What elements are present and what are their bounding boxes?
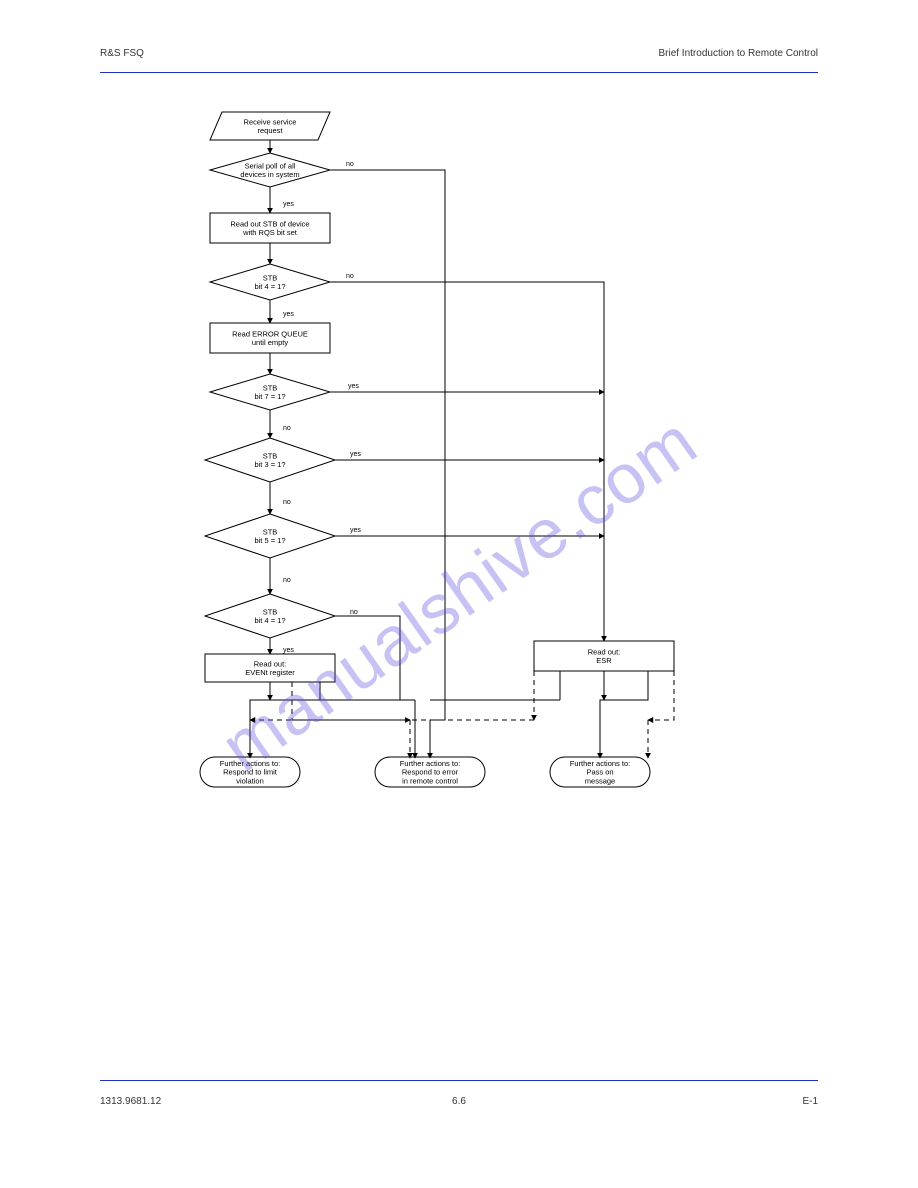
svg-text:no: no: [350, 609, 358, 616]
svg-text:yes: yes: [283, 311, 294, 318]
svg-text:yes: yes: [348, 383, 359, 390]
svg-text:no: no: [283, 425, 291, 432]
svg-text:Further actions to:Respond to: Further actions to:Respond to errorin re…: [400, 759, 460, 785]
svg-text:no: no: [346, 161, 354, 168]
svg-text:yes: yes: [350, 527, 361, 534]
page: R&S FSQ Brief Introduction to Remote Con…: [0, 0, 918, 1188]
flowchart: Receive servicerequestSerial poll of all…: [0, 0, 918, 1188]
svg-text:yes: yes: [283, 201, 294, 208]
footer-left: 1313.9681.12: [100, 1096, 161, 1107]
bottom-rule: [100, 1080, 818, 1081]
svg-text:yes: yes: [350, 451, 361, 458]
footer-mid: 6.6: [452, 1096, 466, 1107]
svg-text:yes: yes: [283, 647, 294, 654]
svg-text:no: no: [346, 273, 354, 280]
svg-text:no: no: [283, 499, 291, 506]
svg-text:no: no: [283, 577, 291, 584]
footer-right: E-1: [802, 1096, 818, 1107]
svg-text:Serial poll of alldevices in s: Serial poll of alldevices in system: [240, 161, 299, 179]
